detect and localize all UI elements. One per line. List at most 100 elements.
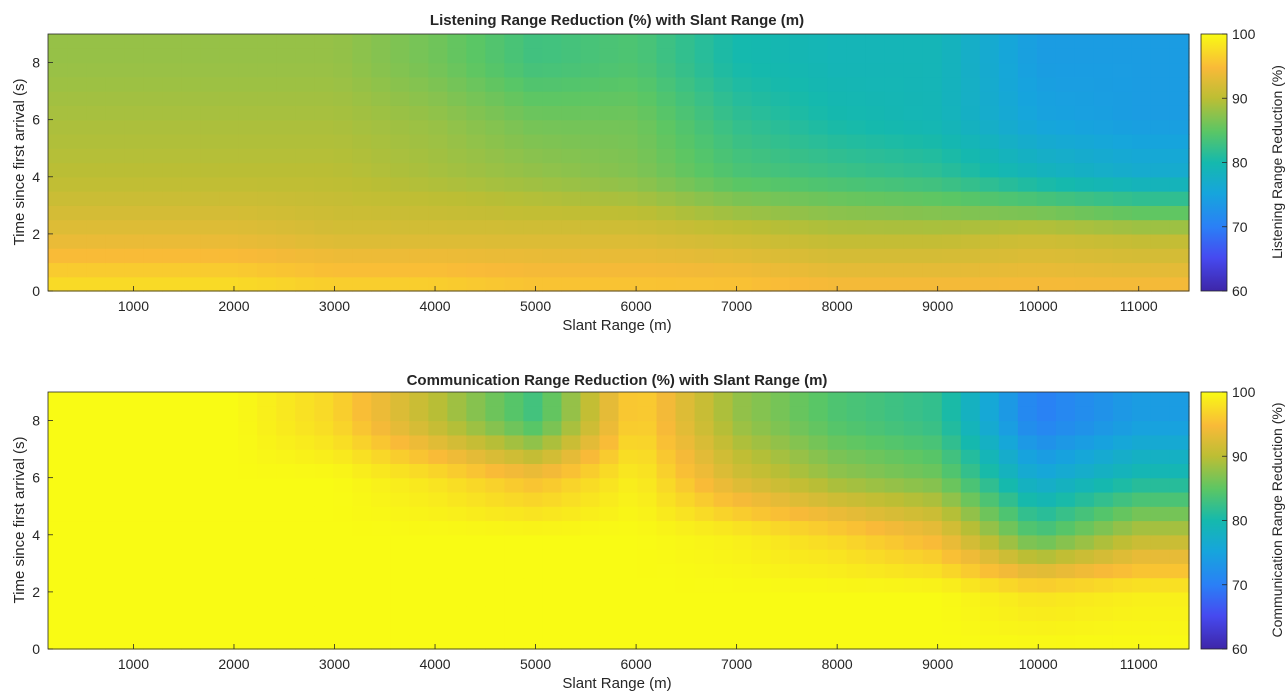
heatmap-cell [827,634,848,650]
heatmap-cell [1017,205,1038,221]
heatmap-cell [789,119,810,135]
heatmap-cell [1093,506,1114,522]
heatmap-cell [808,148,829,164]
heatmap-cell [523,119,544,135]
heatmap-cell [352,34,372,49]
heatmap-cell [998,91,1019,106]
heatmap-cell [732,262,753,278]
heatmap-cell [390,162,410,178]
heatmap-cell [390,133,410,149]
heatmap-cell [865,534,886,550]
heatmap-cell [713,577,734,593]
heatmap-cell [124,477,144,493]
heatmap-cell [770,406,791,422]
heatmap-cell [675,549,696,564]
heatmap-cell [884,219,905,235]
heatmap-cell [922,91,943,106]
heatmap-cell [276,148,296,164]
heatmap-cell [713,133,734,149]
heatmap-cell [732,634,753,650]
heatmap-cell [675,534,696,550]
heatmap-cell [219,477,239,493]
heatmap-cell [504,133,525,149]
heatmap-cell [1036,477,1057,493]
heatmap-cell [884,191,905,206]
heatmap-cell [656,34,677,49]
heatmap-cell [48,392,68,407]
heatmap-cell [200,591,220,607]
listening-x-axis-label: Slant Range (m) [562,317,671,334]
heatmap-cell [751,634,772,650]
heatmap-cell [542,48,563,64]
heatmap-cell [865,262,886,278]
heatmap-cell [599,463,620,479]
heatmap-cell [105,406,125,422]
heatmap-cell [580,534,601,550]
heatmap-cell [1093,634,1114,650]
heatmap-cell [960,463,981,479]
heatmap-cell [713,591,734,607]
heatmap-cell [352,191,372,206]
heatmap-cell [1036,606,1057,622]
heatmap-cell [789,506,810,522]
heatmap-cell [732,162,753,178]
heatmap-cell [1017,233,1038,249]
heatmap-cell [903,233,924,249]
heatmap-cell [960,233,981,249]
x-tick-label: 3000 [319,656,350,672]
heatmap-cell [200,148,220,164]
heatmap-cell [713,119,734,135]
heatmap-cell [181,76,201,92]
heatmap-cell [637,620,658,636]
heatmap-cell [1112,148,1133,164]
heatmap-cell [105,191,125,206]
heatmap-cell [827,406,848,422]
heatmap-cell [1055,606,1076,622]
heatmap-cell [352,276,372,292]
heatmap-cell [371,463,391,479]
heatmap-cell [580,205,601,221]
heatmap-cell [1112,434,1133,450]
heatmap-cell [200,392,220,407]
heatmap-cell [903,549,924,564]
heatmap-cell [903,91,924,106]
heatmap-cell [599,248,620,264]
heatmap-cell [523,420,544,436]
heatmap-cell [599,634,620,650]
heatmap-cell [257,534,277,550]
heatmap-cell [105,34,125,49]
heatmap-cell [1112,262,1133,278]
heatmap-cell [48,248,68,264]
heatmap-cell [143,133,163,149]
heatmap-cell [352,119,372,135]
heatmap-cell [48,191,68,206]
heatmap-cell [1074,34,1095,49]
heatmap-cell [941,34,962,49]
heatmap-cell [941,119,962,135]
heatmap-cell [67,477,87,493]
heatmap-cell [428,591,448,607]
heatmap-cell [770,491,791,507]
heatmap-cell [200,191,220,206]
heatmap-cell [1074,76,1095,92]
heatmap-cell [998,606,1019,622]
heatmap-cell [352,262,372,278]
heatmap-cell [447,176,467,192]
heatmap-cell [637,48,658,64]
heatmap-cell [48,520,68,536]
heatmap-cell [789,563,810,579]
heatmap-cell [466,233,486,249]
heatmap-cell [941,406,962,422]
heatmap-cell [314,549,334,564]
heatmap-cell [466,91,486,106]
heatmap-cell [846,534,867,550]
heatmap-cell [1169,133,1190,149]
heatmap-cell [523,491,544,507]
heatmap-cell [865,606,886,622]
heatmap-cell [181,262,201,278]
heatmap-cell [447,91,467,106]
heatmap-cell [865,406,886,422]
heatmap-cell [485,262,505,278]
heatmap-cell [48,205,68,221]
heatmap-cell [1150,205,1171,221]
